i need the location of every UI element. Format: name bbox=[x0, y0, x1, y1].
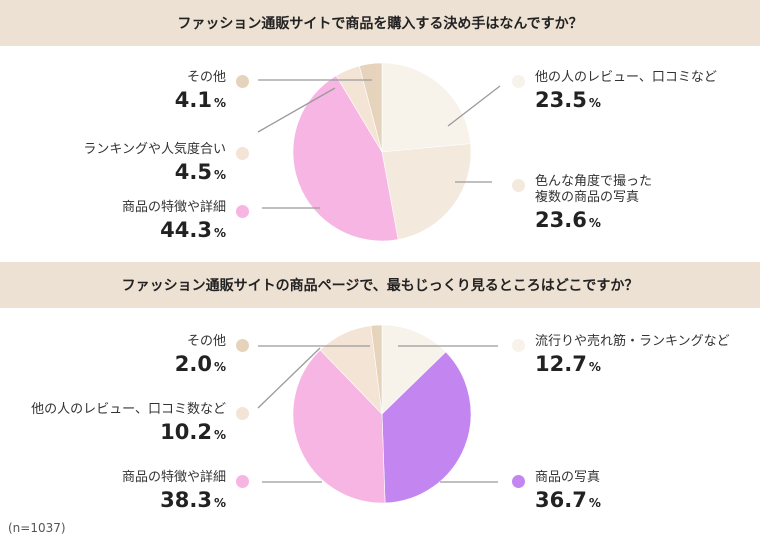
slice-label-text: 他の人のレビュー、口コミなど bbox=[535, 70, 717, 85]
leader-line-4 bbox=[257, 347, 321, 409]
slice-label-c1-features: 商品の特徴や詳細 44.3% bbox=[122, 200, 226, 245]
pie-slice-2 bbox=[381, 143, 472, 240]
slice-label-c2-photos: 商品の写真 36.7% bbox=[535, 470, 601, 515]
slice-label-text: ランキングや人気度合い bbox=[83, 142, 226, 157]
pie-slice-5 bbox=[358, 62, 383, 153]
sample-size-note: (n=1037) bbox=[8, 521, 66, 535]
slice-label-c1-review: 他の人のレビュー、口コミなど 23.5% bbox=[535, 70, 717, 115]
slice-value: 23.6% bbox=[535, 208, 601, 232]
legend-dot-c2-trend bbox=[512, 339, 525, 352]
legend-dot-c1-other bbox=[236, 75, 249, 88]
slice-value: 4.1% bbox=[174, 88, 226, 112]
slice-label-text: その他 bbox=[186, 70, 226, 85]
slice-value: 12.7% bbox=[535, 352, 601, 376]
slice-value: 38.3% bbox=[160, 488, 226, 512]
legend-dot-c2-features bbox=[236, 475, 249, 488]
slice-value: 44.3% bbox=[160, 218, 226, 242]
slice-label-text: 商品の写真 bbox=[535, 470, 601, 485]
pie-slice-3 bbox=[292, 349, 386, 504]
legend-dot-c1-photos bbox=[512, 179, 525, 192]
legend-dot-c1-review bbox=[512, 75, 525, 88]
legend-dot-c2-other bbox=[236, 339, 249, 352]
slice-label-text: 複数の商品の写真 bbox=[535, 190, 640, 205]
slice-label-c2-features: 商品の特徴や詳細 38.3% bbox=[122, 470, 226, 515]
slice-label-text: 商品の特徴や詳細 bbox=[121, 200, 226, 215]
slice-label-c1-photos: 色んな角度で撮った 複数の商品の写真 23.6% bbox=[535, 174, 652, 235]
slice-value: 36.7% bbox=[535, 488, 601, 512]
slice-value: 4.5% bbox=[174, 160, 226, 184]
slice-value: 23.5% bbox=[535, 88, 601, 112]
pie-slice-5 bbox=[370, 324, 383, 415]
pie-slice-1 bbox=[381, 324, 447, 415]
slice-label-text: 色んな角度で撮った bbox=[535, 174, 653, 189]
leader-line-4 bbox=[257, 87, 336, 133]
slice-label-c2-review: 他の人のレビュー、口コミ数など 10.2% bbox=[31, 402, 226, 447]
legend-dot-c2-review bbox=[236, 407, 249, 420]
legend-dot-c2-photos bbox=[512, 475, 525, 488]
pie-chart-2 bbox=[257, 324, 498, 504]
legend-dot-c1-ranking bbox=[236, 147, 249, 160]
slice-label-text: 流行りや売れ筋・ランキングなど bbox=[535, 334, 730, 349]
slice-label-text: 他の人のレビュー、口コミ数など bbox=[31, 402, 226, 417]
pie-slice-1 bbox=[381, 62, 471, 153]
pie-slice-2 bbox=[381, 351, 472, 504]
pie-slice-3 bbox=[292, 75, 399, 242]
slice-label-c2-other: その他 2.0% bbox=[175, 334, 226, 379]
slice-label-text: 商品の特徴や詳細 bbox=[121, 470, 226, 485]
slice-label-text: その他 bbox=[186, 334, 226, 349]
slice-value: 10.2% bbox=[160, 420, 226, 444]
slice-label-c1-other: その他 4.1% bbox=[175, 70, 226, 115]
slice-value: 2.0% bbox=[174, 352, 226, 376]
chart2-title: ファッション通販サイトの商品ページで、最もじっくり見るところはどこですか？ bbox=[0, 262, 760, 308]
slice-label-c2-trend: 流行りや売れ筋・ランキングなど 12.7% bbox=[535, 334, 730, 379]
leader-line-1 bbox=[447, 85, 501, 127]
legend-dot-c1-features bbox=[236, 205, 249, 218]
chart1-title: ファッション通販サイトで商品を購入する決め手はなんですか？ bbox=[0, 0, 760, 46]
slice-label-c1-ranking: ランキングや人気度合い 4.5% bbox=[83, 142, 226, 187]
pie-chart-1 bbox=[257, 62, 501, 242]
